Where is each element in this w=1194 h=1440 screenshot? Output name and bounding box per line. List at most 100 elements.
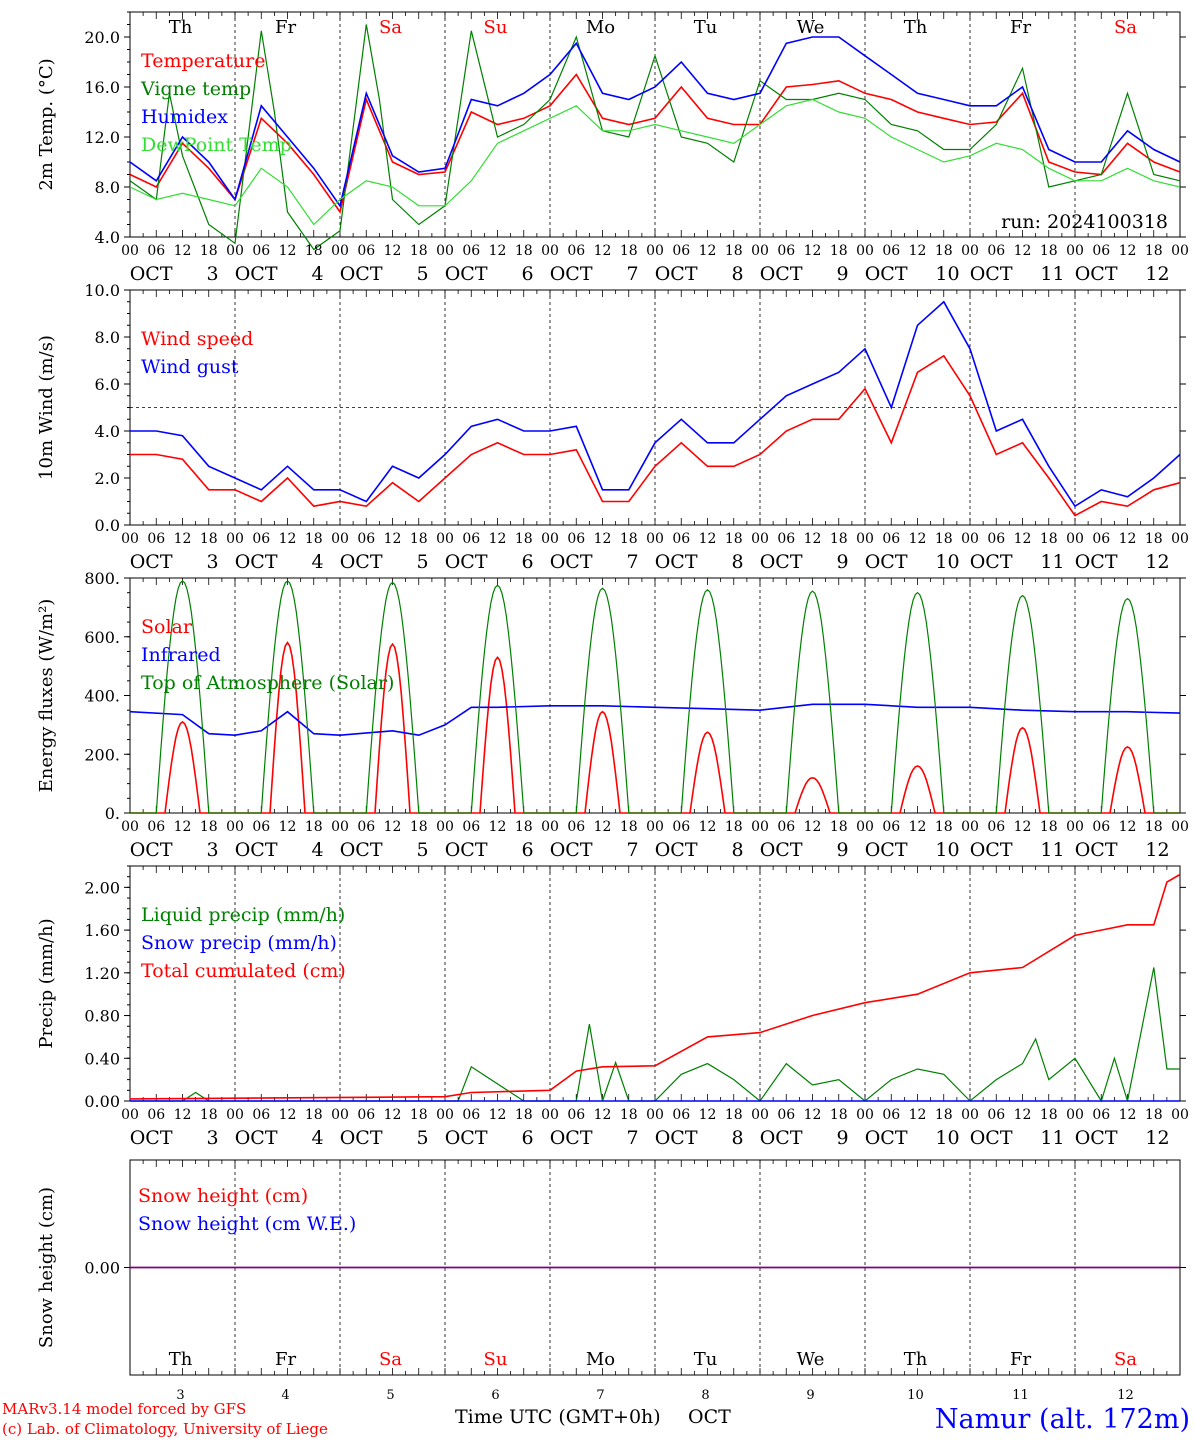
hour-tick-label: 06 [777,243,795,259]
y-tick-label: 200. [84,745,120,764]
series-line-total-cumulated-cm- [129,873,1181,1100]
hour-tick-label: 00 [961,531,979,547]
hour-tick-label: 06 [462,531,480,547]
hour-tick-label: 00 [856,243,874,259]
hour-tick-label: 18 [200,819,218,835]
hour-tick-label: 12 [1014,243,1032,259]
hour-tick-label: 12 [699,243,717,259]
hour-tick-label: 00 [856,1107,874,1123]
y-axis-label: Precip (mm/h) [36,918,57,1048]
hour-tick-label: 00 [226,1107,244,1123]
y-axis-label: 2m Temp. (°C) [36,58,57,190]
y-tick-label: 0.00 [84,1259,120,1278]
legend-entry: Solar [141,616,193,638]
date-label: 9 [836,1127,848,1149]
hour-tick-label: 06 [777,1107,795,1123]
hour-tick-label: 12 [384,531,402,547]
hour-tick-label: 00 [751,1107,769,1123]
y-tick-label: 0.80 [84,1007,120,1026]
hour-tick-label: 06 [987,819,1005,835]
series-line-temperature [129,73,1181,214]
y-tick-label: 4.0 [95,228,120,247]
hour-tick-label: 06 [357,819,375,835]
hour-tick-label: 18 [620,819,638,835]
hour-tick-label: 06 [462,243,480,259]
date-label: 3 [206,1127,218,1149]
date-label: 4 [311,1127,323,1149]
hour-tick-label: 12 [594,819,612,835]
date-label: 12 [1145,1127,1169,1149]
date-label: 9 [836,839,848,861]
hour-tick-label: 18 [725,531,743,547]
series-line-vigne-temp [129,24,1181,251]
hour-tick-label: 12 [489,243,507,259]
hour-tick-label: 12 [1014,819,1032,835]
hour-tick-label: 18 [410,1107,428,1123]
hour-tick-label: 18 [1145,243,1163,259]
hour-tick-label: 00 [646,243,664,259]
series-line-dewpoint-temp [129,98,1181,226]
date-label: 3 [206,263,218,285]
day-name: Fr [275,1349,296,1370]
month-label: OCT [445,551,488,573]
day-name: Th [904,17,928,38]
hour-tick-label: 18 [200,243,218,259]
hour-tick-label: 00 [751,531,769,547]
hour-tick-label: 12 [279,531,297,547]
hour-tick-label: 18 [935,1107,953,1123]
hour-tick-label: 18 [725,1107,743,1123]
hour-tick-label: 12 [279,819,297,835]
hour-tick-label: 18 [410,531,428,547]
hour-tick-label: 06 [987,1107,1005,1123]
hour-tick-label: 00 [436,243,454,259]
date-label: 11 [1040,1127,1064,1149]
hour-tick-label: 18 [515,531,533,547]
date-label: 9 [806,1388,814,1403]
hour-tick-label: 12 [594,243,612,259]
legend-entry: Liquid precip (mm/h) [141,904,345,926]
day-name: Sa [1114,1349,1137,1370]
station-name: Namur (alt. 172m) [935,1404,1190,1435]
hour-tick-label: 12 [489,819,507,835]
hour-tick-label: 12 [489,1107,507,1123]
month-label: OCT [1075,839,1118,861]
y-tick-label: 8.0 [95,178,120,197]
hour-tick-label: 06 [987,243,1005,259]
hour-tick-label: 18 [515,1107,533,1123]
hour-tick-label: 06 [567,1107,585,1123]
y-tick-label: 16.0 [84,78,120,97]
hour-tick-label: 06 [252,1107,270,1123]
date-label: 8 [731,839,743,861]
hour-tick-label: 06 [357,243,375,259]
panel-4 [124,865,1186,1103]
date-label: 7 [626,551,638,573]
month-label: OCT [655,839,698,861]
month-label: OCT [865,263,908,285]
hour-tick-label: 00 [541,531,559,547]
date-label: 3 [176,1388,184,1403]
date-label: 12 [1117,1388,1134,1403]
series-line-humidex [129,36,1181,208]
month-label: OCT [235,263,278,285]
legend-entry: Vigne temp [140,78,251,100]
x-axis-label: Time UTC (GMT+0h) [455,1406,661,1428]
y-axis-label: Energy fluxes (W/m²) [36,599,57,793]
date-label: 11 [1040,839,1064,861]
hour-tick-label: 12 [909,243,927,259]
month-label: OCT [865,551,908,573]
y-tick-label: 10.0 [84,281,120,300]
day-name: Th [169,17,193,38]
date-label: 4 [311,263,323,285]
month-label: OCT [865,1127,908,1149]
date-label: 5 [416,839,428,861]
hour-tick-label: 18 [515,243,533,259]
hour-tick-label: 00 [751,243,769,259]
date-label: 12 [1145,839,1169,861]
date-label: 5 [416,1127,428,1149]
hour-tick-label: 12 [174,819,192,835]
hour-tick-label: 18 [620,1107,638,1123]
hour-tick-label: 06 [147,531,165,547]
hour-tick-label: 18 [1040,243,1058,259]
hour-tick-label: 00 [121,531,139,547]
